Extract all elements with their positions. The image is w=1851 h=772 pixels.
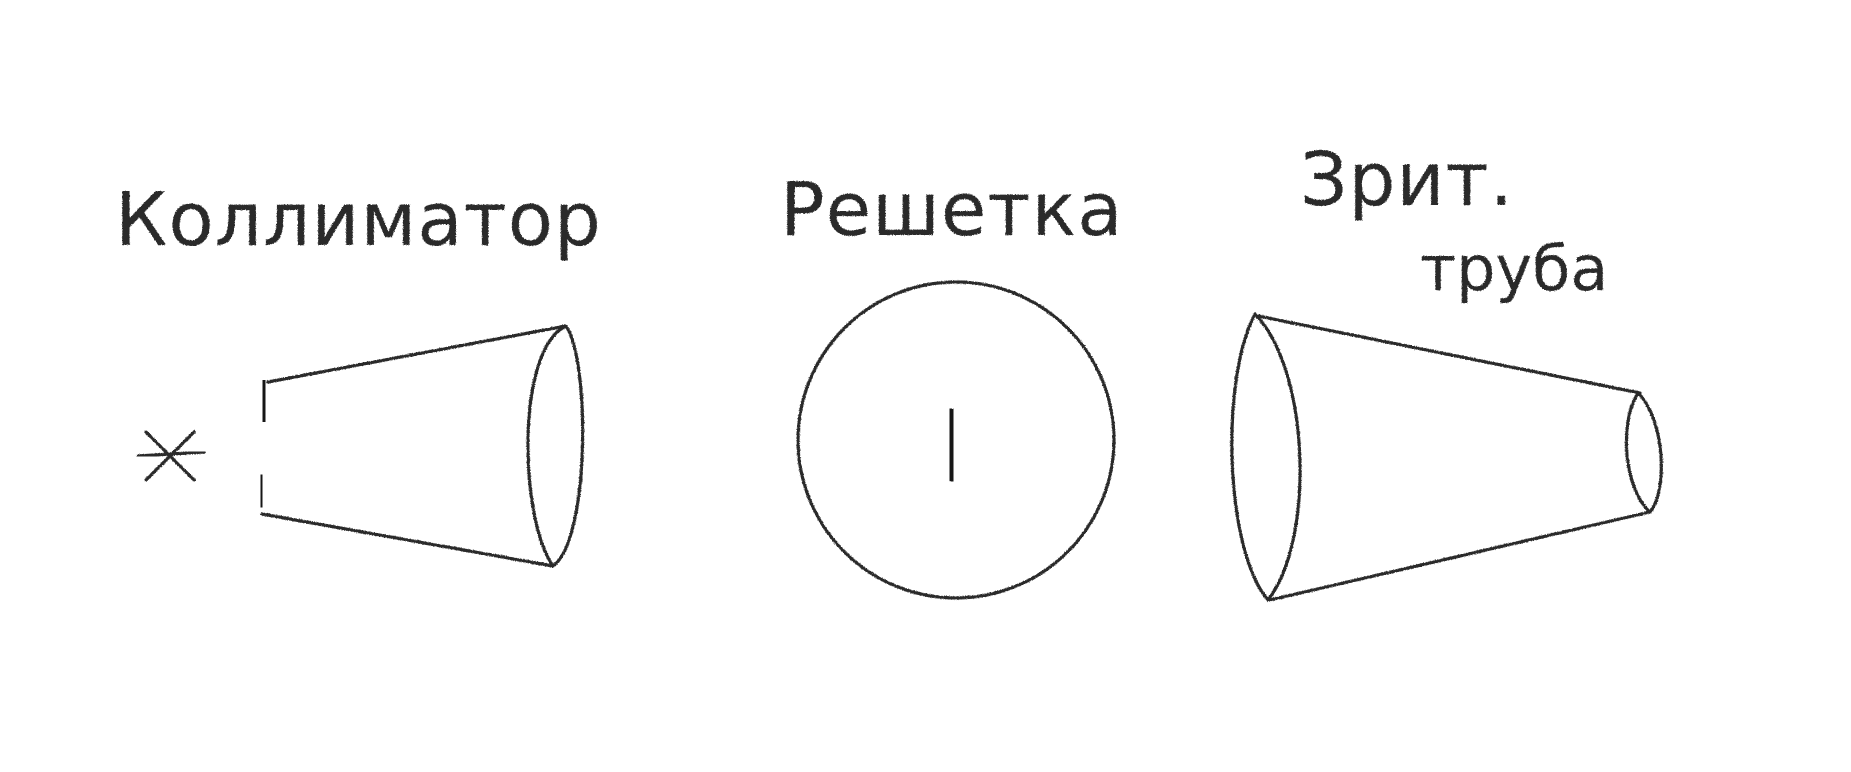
grating-slit-icon — [945, 407, 958, 483]
asterisk-light-source-icon — [136, 426, 206, 486]
telescope-objective-lens — [1230, 312, 1302, 602]
collimator-label: Коллиматор — [115, 177, 602, 263]
telescope-label-line1: Зрит. — [1300, 137, 1514, 223]
grating-label: Решетка — [780, 167, 1124, 253]
collimator-cone — [260, 324, 585, 568]
collimator-lens — [526, 324, 585, 568]
grating-disk — [796, 280, 1116, 600]
telescope-cone — [1230, 312, 1663, 602]
telescope-eyepiece-lens — [1624, 391, 1663, 514]
telescope-label-line2: труба — [1420, 232, 1608, 305]
slit-icon — [256, 377, 270, 511]
